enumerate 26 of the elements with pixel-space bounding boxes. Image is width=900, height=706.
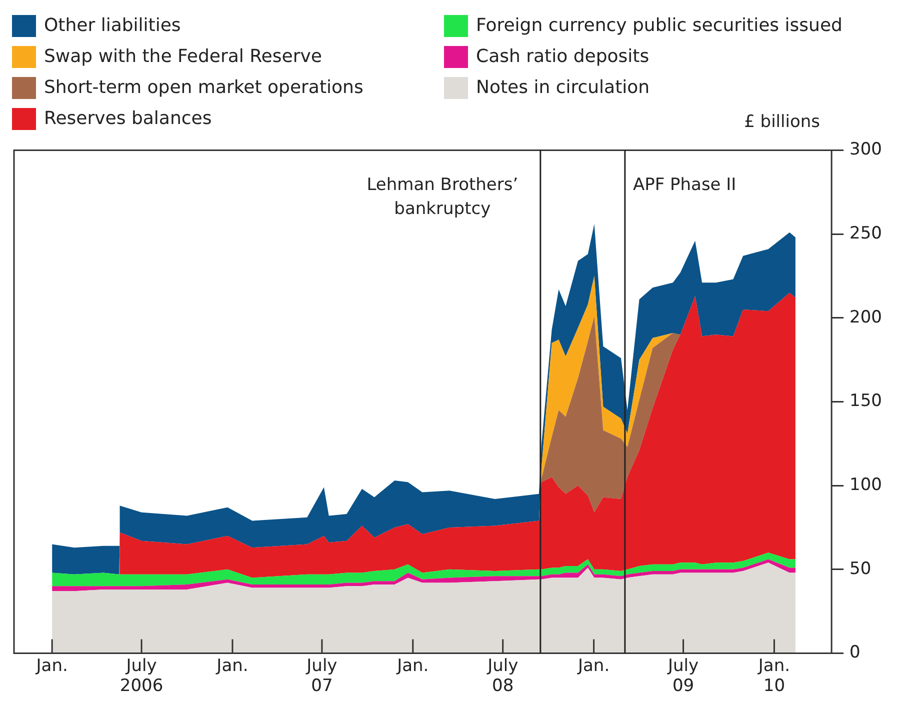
ref-line-label: Lehman Brothers’ bankruptcy	[366, 175, 518, 220]
legend-label: Reserves balances	[44, 108, 212, 129]
x-tick-label: July 09	[666, 656, 699, 696]
x-tick-label: Jan.	[216, 656, 248, 676]
y-tick-label: 150	[850, 391, 882, 412]
legend-label: Foreign currency public securities issued	[476, 15, 842, 36]
y-tick-label: 50	[850, 558, 872, 579]
legend-label: Cash ratio deposits	[476, 46, 650, 67]
y-tick-label: 300	[850, 140, 882, 160]
x-tick-label: July 2006	[120, 656, 164, 696]
legend-label: Short-term open market operations	[44, 77, 364, 98]
y-tick-label: 100	[850, 474, 882, 495]
y-tick-label: 250	[850, 223, 882, 244]
x-tick-label: Jan.	[396, 656, 429, 676]
legend-label: Other liabilities	[44, 15, 181, 36]
x-tick-label: Jan. 10	[757, 656, 790, 696]
legend-label: Swap with the Federal Reserve	[44, 46, 322, 67]
y-axis-title: £ billions	[744, 112, 820, 132]
y-tick-label: 200	[850, 307, 882, 328]
x-tick-label: Jan.	[576, 656, 610, 676]
legend-label: Notes in circulation	[476, 77, 650, 98]
x-tick-label: July 08	[486, 656, 518, 696]
x-tick-label: Jan.	[35, 656, 68, 676]
ref-line-label: APF Phase II	[632, 175, 736, 196]
y-tick-label: 0	[850, 642, 860, 663]
x-tick-label: July 07	[306, 656, 338, 696]
